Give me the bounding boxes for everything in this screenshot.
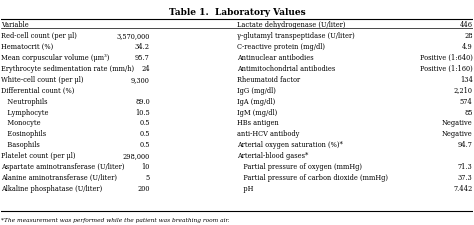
Text: Platelet count (per μl): Platelet count (per μl)	[1, 152, 76, 160]
Text: 0.5: 0.5	[139, 119, 150, 127]
Text: 7.442: 7.442	[453, 184, 473, 192]
Text: 574: 574	[460, 97, 473, 105]
Text: HBs antigen: HBs antigen	[237, 119, 279, 127]
Text: Variable: Variable	[1, 21, 29, 29]
Text: Partial pressure of oxygen (mmHg): Partial pressure of oxygen (mmHg)	[237, 163, 362, 171]
Text: Partial pressure of carbon dioxide (mmHg): Partial pressure of carbon dioxide (mmHg…	[237, 173, 388, 181]
Text: 9,300: 9,300	[131, 75, 150, 83]
Text: Negative: Negative	[442, 130, 473, 138]
Text: 37.3: 37.3	[458, 173, 473, 181]
Text: 4.9: 4.9	[462, 43, 473, 51]
Text: anti-HCV antibody: anti-HCV antibody	[237, 130, 300, 138]
Text: Antimitochondrial antibodies: Antimitochondrial antibodies	[237, 64, 335, 72]
Text: 298,000: 298,000	[123, 152, 150, 160]
Text: C-reactive protein (mg/dl): C-reactive protein (mg/dl)	[237, 43, 325, 51]
Text: Basophils: Basophils	[1, 141, 40, 149]
Text: Positive (1:640): Positive (1:640)	[420, 54, 473, 61]
Text: Neutrophils: Neutrophils	[1, 97, 48, 105]
Text: 34.2: 34.2	[135, 43, 150, 51]
Text: Red-cell count (per μl): Red-cell count (per μl)	[1, 32, 77, 40]
Text: 24: 24	[141, 64, 150, 72]
Text: 200: 200	[137, 184, 150, 192]
Text: 134: 134	[460, 75, 473, 83]
Text: *The measurement was performed while the patient was breathing room air.: *The measurement was performed while the…	[1, 217, 230, 222]
Text: Positive (1:160): Positive (1:160)	[420, 64, 473, 72]
Text: 28: 28	[464, 32, 473, 40]
Text: Lactate dehydrogenase (U/liter): Lactate dehydrogenase (U/liter)	[237, 21, 346, 29]
Text: 89.0: 89.0	[135, 97, 150, 105]
Text: Mean corpuscular volume (μm³): Mean corpuscular volume (μm³)	[1, 54, 110, 61]
Text: Lymphocyte: Lymphocyte	[1, 108, 49, 116]
Text: IgG (mg/dl): IgG (mg/dl)	[237, 86, 276, 94]
Text: Monocyte: Monocyte	[1, 119, 41, 127]
Text: Arterial-blood gases*: Arterial-blood gases*	[237, 152, 309, 160]
Text: Antinuclear antibodies: Antinuclear antibodies	[237, 54, 314, 61]
Text: 85: 85	[464, 108, 473, 116]
Text: Erythrocyte sedimentation rate (mm/h): Erythrocyte sedimentation rate (mm/h)	[1, 64, 135, 72]
Text: 95.7: 95.7	[135, 54, 150, 61]
Text: IgA (mg/dl): IgA (mg/dl)	[237, 97, 275, 105]
Text: γ-glutamyl transpeptidase (U/liter): γ-glutamyl transpeptidase (U/liter)	[237, 32, 355, 40]
Text: Aspartate aminotransferase (U/liter): Aspartate aminotransferase (U/liter)	[1, 163, 125, 171]
Text: 10: 10	[141, 163, 150, 171]
Text: White-cell count (per μl): White-cell count (per μl)	[1, 75, 84, 83]
Text: Alkaline phosphatase (U/liter): Alkaline phosphatase (U/liter)	[1, 184, 103, 192]
Text: 3,570,000: 3,570,000	[117, 32, 150, 40]
Text: 2,210: 2,210	[454, 86, 473, 94]
Text: Eosinophils: Eosinophils	[1, 130, 46, 138]
Text: 0.5: 0.5	[139, 141, 150, 149]
Text: Arterial oxygen saturation (%)*: Arterial oxygen saturation (%)*	[237, 141, 343, 149]
Text: Rheumatoid factor: Rheumatoid factor	[237, 75, 300, 83]
Text: pH: pH	[237, 184, 254, 192]
Text: 10.5: 10.5	[135, 108, 150, 116]
Text: 94.7: 94.7	[458, 141, 473, 149]
Text: 71.3: 71.3	[458, 163, 473, 171]
Text: IgM (mg/dl): IgM (mg/dl)	[237, 108, 277, 116]
Text: Alanine aminotransferase (U/liter): Alanine aminotransferase (U/liter)	[1, 173, 118, 181]
Text: 446: 446	[460, 21, 473, 29]
Text: Negative: Negative	[442, 119, 473, 127]
Text: Hematocrit (%): Hematocrit (%)	[1, 43, 54, 51]
Text: 5: 5	[146, 173, 150, 181]
Text: Table 1.  Laboratory Values: Table 1. Laboratory Values	[169, 8, 305, 17]
Text: 0.5: 0.5	[139, 130, 150, 138]
Text: Differential count (%): Differential count (%)	[1, 86, 75, 94]
